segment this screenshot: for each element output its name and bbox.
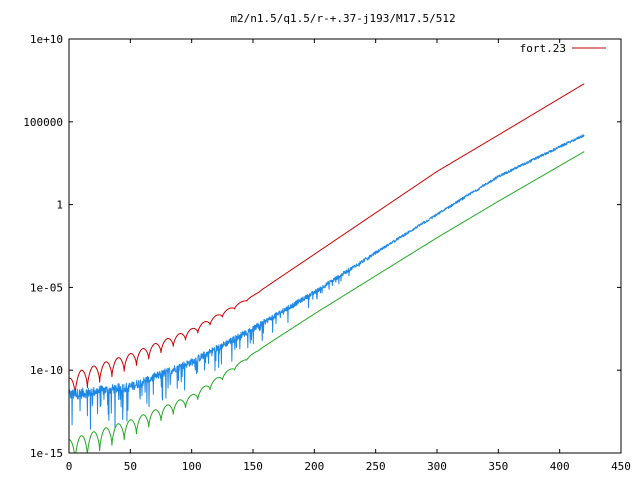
x-tick-label: 100 (182, 460, 202, 473)
tick-layer: 0 50 100 150 200 250 300 350 400 450 1e-15 1e-10 1e-… (23, 33, 631, 473)
series-line-3 (68, 151, 585, 454)
y-tick-label: 1 (56, 199, 63, 212)
x-tick-label: 150 (243, 460, 263, 473)
legend: fort.23 (520, 42, 606, 55)
y-tick-label: 1e-05 (30, 281, 63, 294)
x-tick-label: 250 (366, 460, 386, 473)
x-tick-label: 50 (124, 460, 137, 473)
x-tick-label: 200 (304, 460, 324, 473)
y-tick-label: 1e-10 (30, 364, 63, 377)
chart-title: m2/n1.5/q1.5/r-+.37-j193/M17.5/512 (230, 12, 455, 25)
x-tick-label: 350 (488, 460, 508, 473)
x-tick-label: 400 (550, 460, 570, 473)
y-tick-label: 1e+10 (30, 33, 63, 46)
series-line-2 (68, 134, 585, 430)
x-tick-label: 300 (427, 460, 447, 473)
legend-label: fort.23 (520, 42, 566, 55)
plot-frame (68, 38, 622, 454)
series-layer (68, 83, 585, 454)
x-tick-label: 450 (611, 460, 631, 473)
y-tick-label: 1e-15 (30, 447, 63, 460)
y-tick-label: 100000 (23, 116, 63, 129)
series-line-1 (68, 83, 585, 396)
x-tick-label: 0 (66, 460, 73, 473)
